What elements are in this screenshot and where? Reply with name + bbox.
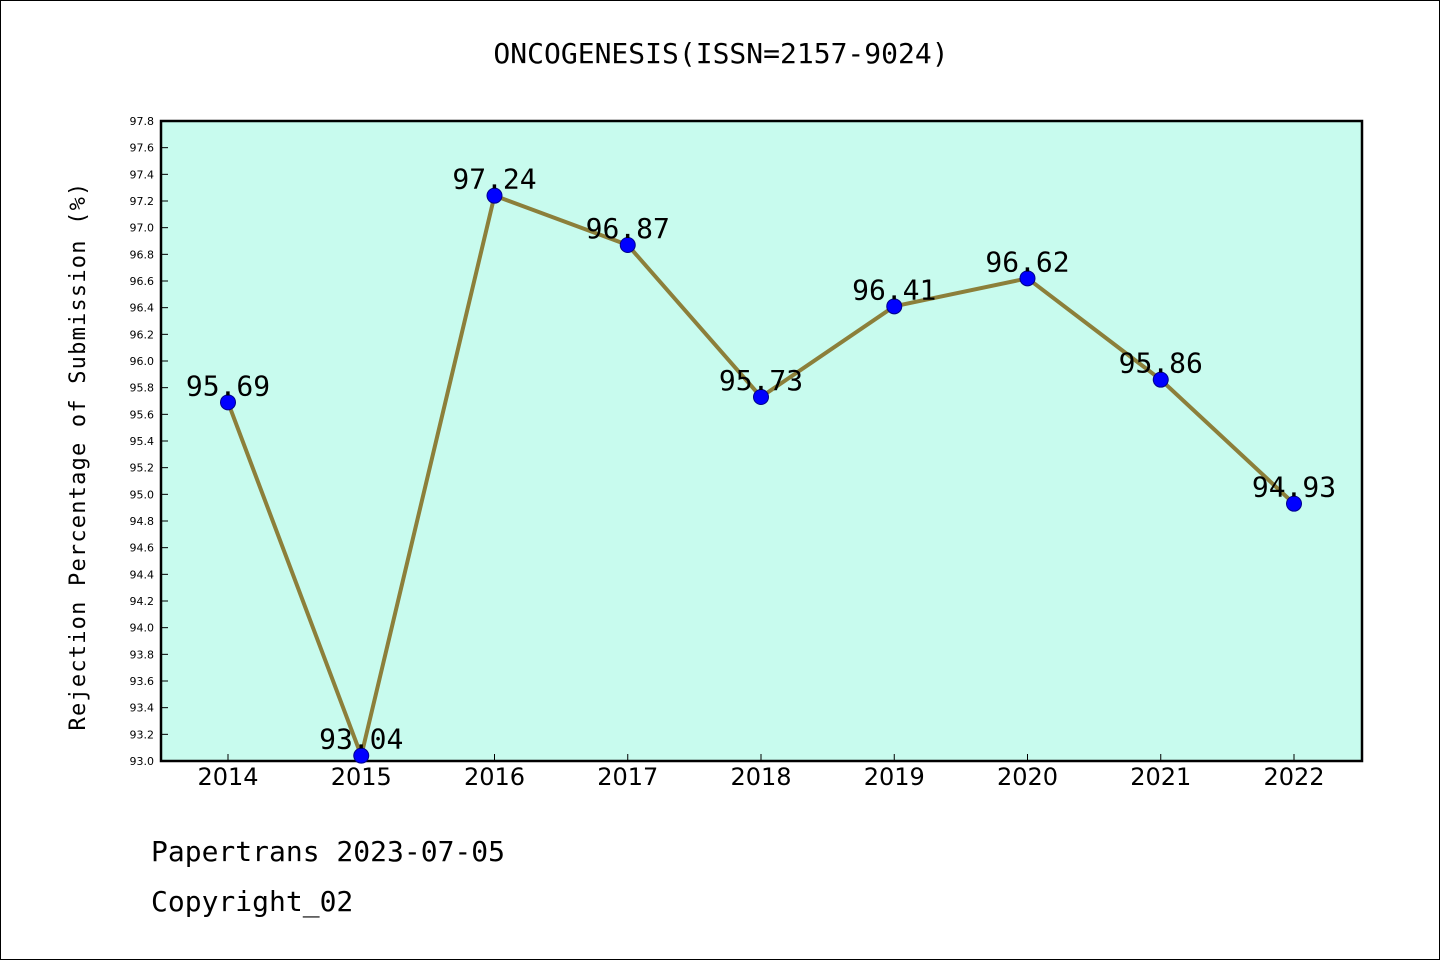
y-tick-label: 95.6 <box>130 408 155 421</box>
y-tick-label: 93.8 <box>130 648 155 661</box>
y-tick-label: 96.4 <box>130 302 155 315</box>
y-tick-label: 94.8 <box>130 515 155 528</box>
data-point <box>486 187 503 204</box>
y-tick-label: 97.2 <box>130 195 155 208</box>
y-tick-label: 95.2 <box>130 462 155 475</box>
x-tick-label: 2015 <box>331 763 392 791</box>
y-tick-label: 93.0 <box>130 755 155 768</box>
y-tick-label: 96.8 <box>130 248 155 261</box>
x-tick-label: 2020 <box>997 763 1058 791</box>
footer-date: Papertrans 2023-07-05 <box>151 835 506 868</box>
x-tick-label: 2019 <box>864 763 925 791</box>
data-label: 93.04 <box>319 723 403 756</box>
data-label: 97.24 <box>452 163 536 196</box>
data-point <box>220 394 236 411</box>
data-point <box>353 747 370 764</box>
plot-area <box>159 119 1364 763</box>
x-axis-ticks: 2014 2015 2016 2017 2018 2019 2020 2021 2022 <box>197 754 1325 791</box>
chart-title: ONCOGENESIS(ISSN=2157-9024) <box>493 37 949 70</box>
x-tick-label: 2017 <box>597 763 658 791</box>
y-tick-label: 96.0 <box>130 355 155 368</box>
x-tick-label: 2021 <box>1130 763 1191 791</box>
y-tick-label: 96.2 <box>130 328 155 341</box>
data-label: 94.93 <box>1252 471 1336 504</box>
data-label: 96.87 <box>586 212 670 245</box>
y-tick-label: 93.4 <box>130 702 155 715</box>
y-tick-label: 94.4 <box>130 568 155 581</box>
y-axis-label: Rejection Percentage of Submission (%) <box>66 182 91 731</box>
y-tick-label: 95.0 <box>130 488 155 501</box>
footer-copyright: Copyright_02 <box>151 885 354 918</box>
series-group: 95.69 93.04 97.24 96.87 95.73 96.41 96.62 95.86… <box>186 163 1336 764</box>
y-tick-label: 95.4 <box>130 435 155 448</box>
data-label: 96.62 <box>985 245 1069 278</box>
data-point <box>619 237 636 253</box>
data-point <box>886 298 903 315</box>
y-tick-label: 93.2 <box>130 728 155 741</box>
y-axis-ticks: 93.0 93.2 93.4 93.6 93.8 94.0 94.2 94.4 94.6 94.8… <box>130 115 168 768</box>
x-tick-label: 2018 <box>730 763 791 791</box>
y-tick-label: 97.4 <box>130 168 155 181</box>
y-tick-label: 94.0 <box>130 622 155 635</box>
y-tick-label: 94.2 <box>130 595 155 608</box>
y-tick-label: 93.6 <box>130 675 155 688</box>
data-label: 95.69 <box>186 369 270 402</box>
data-label: 95.73 <box>719 364 803 397</box>
y-tick-label: 94.6 <box>130 542 155 555</box>
y-tick-label: 96.6 <box>130 275 155 288</box>
y-tick-label: 97.6 <box>130 142 155 155</box>
y-tick-label: 97.8 <box>130 115 155 128</box>
y-tick-label: 97.0 <box>130 222 155 235</box>
data-point <box>1286 495 1302 512</box>
data-point <box>1019 270 1036 287</box>
x-tick-label: 2014 <box>197 763 258 791</box>
data-point <box>1152 371 1169 388</box>
data-point <box>753 389 769 405</box>
y-tick-label: 95.8 <box>130 382 155 395</box>
data-label: 96.41 <box>852 273 936 306</box>
x-tick-label: 2022 <box>1263 763 1324 791</box>
data-label: 95.86 <box>1119 347 1203 380</box>
x-tick-label: 2016 <box>464 763 525 791</box>
